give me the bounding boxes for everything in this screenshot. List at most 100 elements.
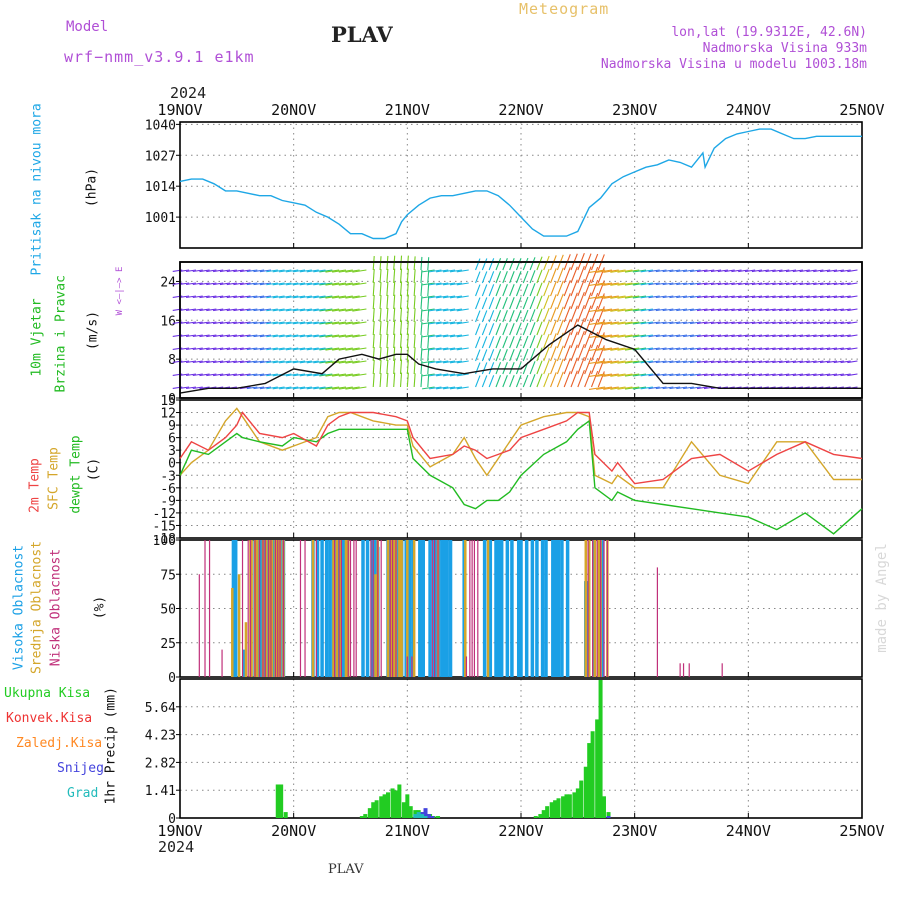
wind-arrow	[233, 308, 244, 312]
wind-arrow	[272, 321, 285, 325]
wind-arrow	[338, 269, 353, 273]
wind-arrow	[442, 269, 456, 273]
wind-arrow	[550, 372, 557, 388]
wind-arrow	[690, 308, 701, 312]
wind-arrow	[219, 321, 231, 325]
wind-arrow	[179, 373, 190, 377]
wind-arrow	[765, 334, 776, 338]
wind-arrow	[429, 321, 442, 325]
wind-arrow	[266, 269, 278, 273]
wind-arrow	[617, 269, 633, 273]
wind-arrow	[731, 347, 742, 351]
wind-arrow	[529, 361, 536, 375]
wind-arrow	[543, 294, 550, 310]
wind-arrow	[772, 321, 783, 325]
mid-cloud-bar	[390, 540, 393, 677]
wind-arrow	[442, 386, 456, 390]
wind-arrow	[536, 360, 543, 375]
wind-arrow	[259, 321, 272, 325]
wind-arrow	[570, 279, 578, 297]
wind-arrow	[840, 334, 851, 338]
low-cloud-bar	[465, 656, 468, 677]
wind-arrow	[338, 282, 353, 286]
high-cloud-bar	[540, 540, 545, 677]
x-date-label-top: 21NOV	[385, 101, 430, 119]
wind-arrow	[253, 373, 265, 377]
wind-arrow	[422, 334, 435, 338]
wind-arrow	[550, 294, 557, 310]
wind-arrow	[624, 269, 640, 273]
wind-arrow	[206, 334, 217, 338]
wind-arrow	[456, 360, 469, 364]
wind-arrow	[285, 308, 299, 312]
wind-arrow	[393, 372, 396, 388]
low-cloud-bar	[333, 540, 336, 677]
wind-arrow	[502, 375, 508, 388]
panel-frame	[179, 678, 863, 819]
wind-arrow	[529, 335, 536, 349]
wind-arrow	[406, 268, 409, 284]
wind-arrow	[509, 310, 515, 323]
wind-arrow	[529, 257, 536, 271]
wind-arrow	[655, 360, 667, 364]
wind-arrow	[669, 360, 681, 364]
mid-cloud-bar	[392, 540, 395, 677]
wind-arrow	[456, 347, 469, 351]
wind-arrow	[259, 282, 272, 286]
snow-bar	[423, 808, 428, 818]
high-cloud-bar	[510, 540, 514, 677]
high-cloud-bar	[488, 540, 493, 677]
wind-arrow	[785, 360, 797, 364]
wind-arrow	[703, 347, 715, 351]
wind-arrow	[206, 373, 217, 377]
wind-arrow	[272, 360, 285, 364]
low-cloud-bar	[254, 540, 256, 677]
mid-cloud-bar	[268, 540, 272, 677]
wind-arrow	[590, 344, 599, 362]
wind-arrow	[610, 386, 626, 390]
panel-frame	[179, 399, 863, 539]
wind-arrow	[379, 256, 382, 271]
wind-arrow	[266, 373, 278, 377]
wind-arrow	[820, 347, 831, 351]
low-cloud-bar	[353, 540, 355, 677]
wind-arrow	[509, 362, 515, 375]
wind-arrow	[278, 308, 292, 312]
wind-arrow	[683, 347, 694, 351]
wind-arrow	[278, 295, 292, 299]
hail-bar	[420, 814, 425, 818]
high-cloud-bar	[551, 540, 555, 677]
wind-arrow	[833, 347, 844, 351]
wind-arrow	[481, 258, 488, 271]
wind-arrow	[259, 360, 272, 364]
total-precip-bar	[359, 816, 364, 818]
wind-arrow	[319, 282, 333, 286]
wind-arrow	[640, 360, 653, 364]
wind-arrow	[313, 308, 326, 312]
wind-arrow	[213, 282, 224, 286]
low-cloud-bar	[587, 540, 589, 677]
wind-arrow	[495, 323, 502, 336]
wind-arrow	[556, 267, 564, 284]
low-cloud-bar	[372, 540, 374, 677]
wind-arrow	[515, 297, 522, 310]
total-precip-bar	[408, 806, 413, 818]
total-precip-bar	[397, 784, 402, 818]
wind-arrow	[266, 334, 278, 338]
wind-arrow	[577, 344, 585, 362]
wind-arrow	[738, 308, 749, 312]
wind-arrow	[372, 346, 375, 362]
wind-arrow	[584, 279, 592, 297]
wind-arrow	[345, 360, 360, 364]
wind-arrow	[588, 386, 606, 390]
wind-arrow	[536, 282, 543, 297]
wind-arrow	[199, 282, 210, 286]
wind-arrow	[442, 295, 456, 299]
wind-arrow	[648, 334, 660, 338]
wind-arrow	[731, 295, 742, 299]
wind-arrow	[422, 373, 435, 377]
wind-arrow	[813, 308, 824, 312]
low-cloud-bar	[270, 540, 272, 677]
wind-arrow	[603, 321, 619, 325]
wind-arrow	[744, 295, 756, 299]
